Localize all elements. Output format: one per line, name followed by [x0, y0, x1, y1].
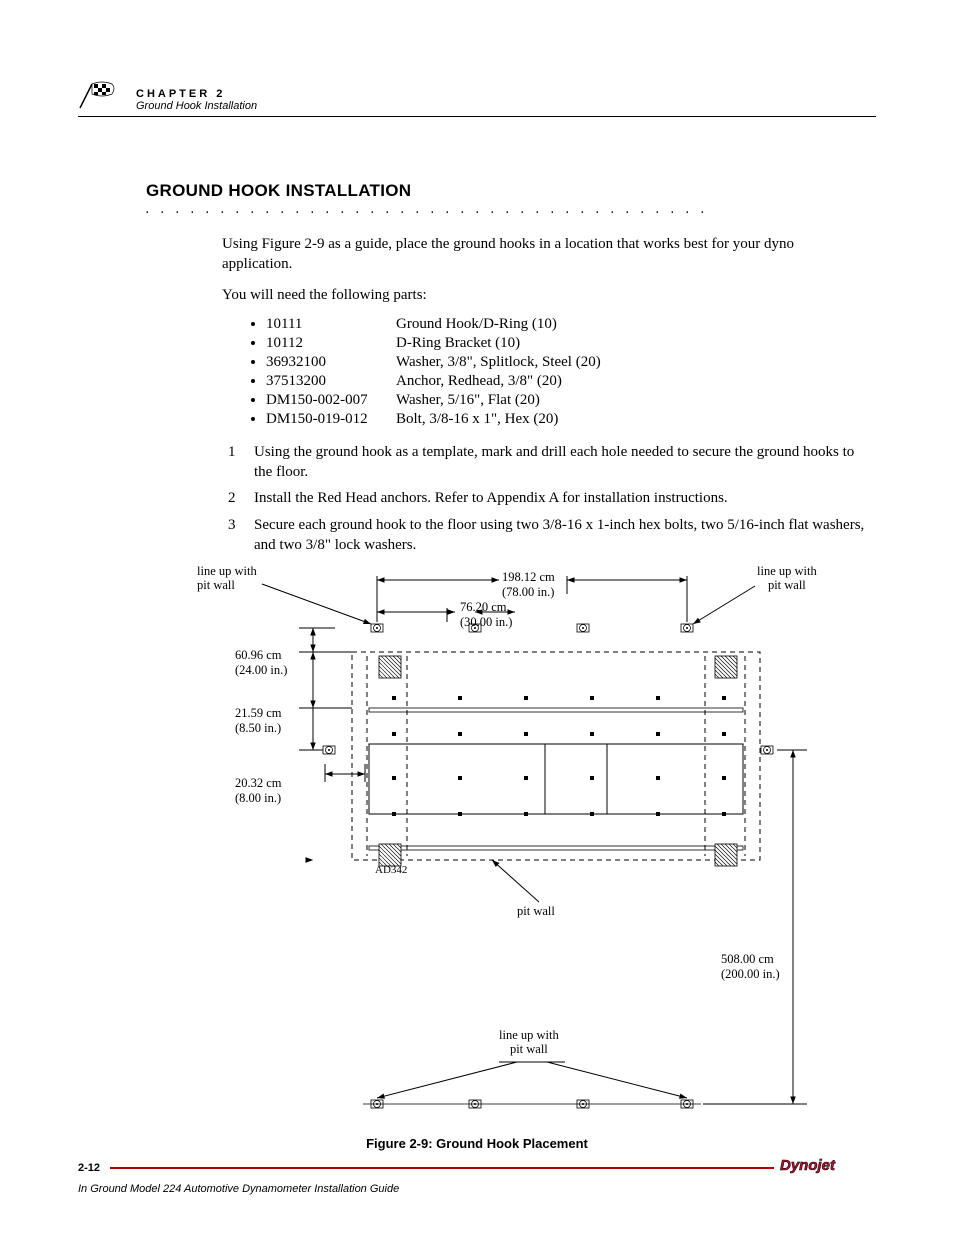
part-item: 10111Ground Hook/D-Ring (10) [266, 315, 876, 334]
label-198-cm: 198.12 cm [502, 570, 555, 584]
dotted-leader: . . . . . . . . . . . . . . . . . . . . … [146, 205, 876, 216]
label-198-in: (78.00 in.) [502, 585, 554, 599]
figure-2-9: line up withpit wall line up withpit wal… [107, 564, 847, 1134]
label-lineup-bottom: line up withpit wall [499, 1028, 559, 1057]
section-title: GROUND HOOK INSTALLATION [146, 181, 876, 201]
figure-caption: Figure 2-9: Ground Hook Placement [78, 1136, 876, 1151]
label-60-in: (24.00 in.) [235, 663, 287, 677]
label-lineup-tr: line up withpit wall [757, 564, 817, 593]
label-508-in: (200.00 in.) [721, 967, 780, 981]
part-item: DM150-019-012Bolt, 3/8-16 x 1", Hex (20) [266, 410, 876, 429]
part-item: 36932100Washer, 3/8", Splitlock, Steel (… [266, 353, 876, 372]
chapter-label: CHAPTER 2 [136, 88, 876, 100]
label-76-cm: 76.20 cm [460, 600, 507, 614]
label-ad342: AD342 [375, 864, 407, 877]
intro-p2: You will need the following parts: [222, 285, 866, 305]
page-header: CHAPTER 2 Ground Hook Installation [78, 78, 876, 112]
label-21-in: (8.50 in.) [235, 721, 281, 735]
intro-text: Using Figure 2-9 as a guide, place the g… [222, 234, 866, 305]
chapter-subtitle: Ground Hook Installation [136, 100, 876, 112]
step-item: Using the ground hook as a template, mar… [222, 439, 876, 486]
header-rule [78, 116, 876, 117]
intro-p1: Using Figure 2-9 as a guide, place the g… [222, 234, 866, 275]
label-20-cm: 20.32 cm [235, 776, 282, 790]
dynojet-logo: Dynojet [780, 1155, 876, 1180]
page-number: 2-12 [78, 1162, 100, 1174]
label-lineup-tl: line up withpit wall [197, 564, 257, 593]
step-item: Install the Red Head anchors. Refer to A… [222, 485, 876, 511]
page-footer: 2-12 Dynojet In Ground Model 224 Automot… [78, 1155, 876, 1195]
label-20-in: (8.00 in.) [235, 791, 281, 805]
label-508-cm: 508.00 cm [721, 952, 774, 966]
parts-list: 10111Ground Hook/D-Ring (10) 10112D-Ring… [266, 315, 876, 429]
part-item: 37513200Anchor, Redhead, 3/8" (20) [266, 372, 876, 391]
checkered-flag-icon [78, 78, 124, 112]
part-item: 10112D-Ring Bracket (10) [266, 334, 876, 353]
footer-rule [110, 1167, 774, 1169]
label-21-cm: 21.59 cm [235, 706, 282, 720]
label-60-cm: 60.96 cm [235, 648, 282, 662]
steps-list: Using the ground hook as a template, mar… [222, 439, 876, 558]
svg-text:Dynojet: Dynojet [780, 1157, 836, 1174]
label-76-in: (30.00 in.) [460, 615, 512, 629]
step-item: Secure each ground hook to the floor usi… [222, 512, 876, 559]
part-item: DM150-002-007Washer, 5/16", Flat (20) [266, 391, 876, 410]
label-pit-wall: pit wall [517, 904, 555, 918]
footer-guide-title: In Ground Model 224 Automotive Dynamomet… [78, 1183, 876, 1195]
